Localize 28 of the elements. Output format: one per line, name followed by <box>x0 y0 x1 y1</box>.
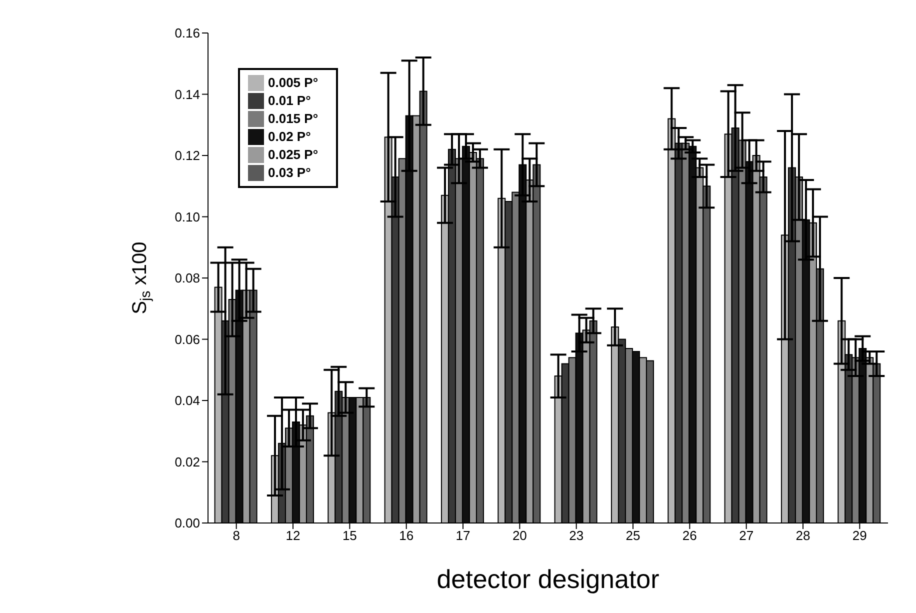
x-tick-label: 28 <box>796 528 810 544</box>
x-tick-label: 15 <box>342 528 357 544</box>
x-tick-label: 17 <box>456 528 470 544</box>
y-tick-label: 0.12 <box>174 148 200 164</box>
y-tick-label: 0.08 <box>174 270 200 286</box>
x-tick-label: 25 <box>626 528 640 544</box>
legend-label: 0.02 P° <box>268 129 311 144</box>
x-tick-label: 29 <box>852 528 867 544</box>
y-tick-label: 0.02 <box>174 454 200 470</box>
x-tick-label: 12 <box>286 528 300 544</box>
legend-label: 0.03 P° <box>268 165 311 180</box>
y-tick-label: 0.04 <box>174 393 200 408</box>
legend-label: 0.01 P° <box>268 93 311 108</box>
y-tick-label: 0.00 <box>174 516 200 531</box>
x-tick-label: 26 <box>682 528 697 544</box>
x-tick-label: 27 <box>739 528 754 544</box>
y-tick-label: 0.16 <box>174 26 200 41</box>
x-tick-label: 8 <box>232 528 240 544</box>
legend-label: 0.005 P° <box>268 75 318 90</box>
x-tick-label: 16 <box>399 528 414 544</box>
y-tick-label: 0.14 <box>174 86 200 102</box>
legend-label: 0.025 P° <box>268 147 318 162</box>
x-tick-label: 20 <box>512 528 527 544</box>
x-tick-label: 23 <box>569 528 584 544</box>
legend-label: 0.015 P° <box>268 111 318 126</box>
y-tick-label: 0.06 <box>174 332 200 347</box>
y-tick-label: 0.10 <box>174 209 200 224</box>
x-axis-title: detector designator <box>436 564 660 594</box>
